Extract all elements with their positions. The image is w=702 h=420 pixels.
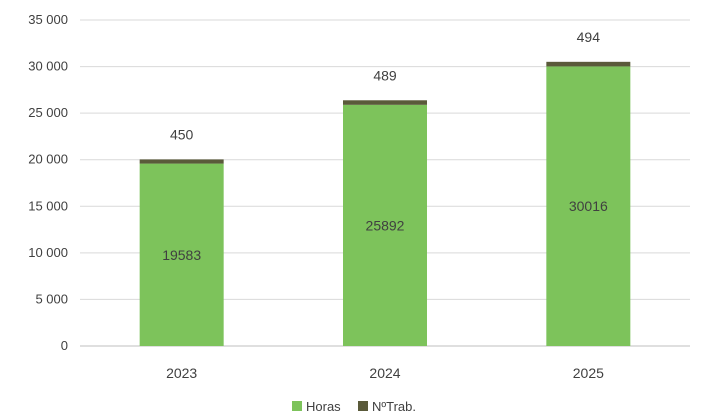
x-tick-label: 2023 [166,365,197,381]
x-tick-label: 2024 [369,365,400,381]
bar-horas [139,163,224,346]
y-tick-label: 0 [61,338,68,353]
y-tick-label: 10 000 [28,245,68,260]
bar-horas [343,104,427,347]
data-label-ntrab: 489 [373,67,397,83]
data-label-ntrab: 450 [170,126,194,142]
y-tick-label: 20 000 [28,152,68,167]
legend-swatch-ntrab [358,401,368,411]
data-label-horas: 19583 [162,247,201,263]
legend-swatch-horas [292,401,302,411]
bar-ntrab [139,159,224,164]
bar-ntrab [546,61,631,67]
y-tick-label: 5 000 [35,291,68,306]
bar-horas [546,66,631,347]
y-tick-label: 30 000 [28,59,68,74]
y-tick-label: 15 000 [28,198,68,213]
data-label-horas: 25892 [366,217,405,233]
legend-label-ntrab: NºTrab. [372,399,416,414]
bar-ntrab [343,100,427,105]
data-label-ntrab: 494 [577,29,601,45]
legend-label-horas: Horas [306,399,341,414]
y-tick-label: 35 000 [28,12,68,27]
x-tick-label: 2025 [573,365,604,381]
data-label-horas: 30016 [569,198,608,214]
y-tick-label: 25 000 [28,105,68,120]
